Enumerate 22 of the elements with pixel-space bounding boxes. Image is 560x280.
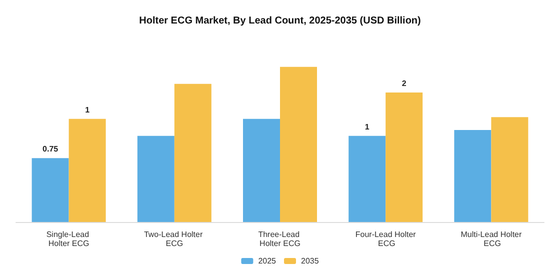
data-label: 1 [364,122,370,132]
chart-title: Holter ECG Market, By Lead Count, 2025-2035 (USD Billion) [139,16,421,26]
x-tick-label: Two-Lead Holter ECG [144,230,205,248]
legend-label: 2025 [258,256,277,266]
legend-label: 2035 [301,256,320,266]
bar [174,84,212,222]
x-tick-label: Single-Lead Holter ECG [46,230,92,248]
x-tick-label: Four-Lead Holter ECG [355,230,416,248]
bar [32,158,69,222]
bar [348,136,386,222]
data-label: 0.75 [42,144,59,154]
bar [491,117,528,222]
data-label: 1 [85,105,90,114]
bar [243,118,280,222]
x-tick-label: Three-Lead Holter ECG [258,230,302,248]
bar [68,118,106,222]
bar [386,92,423,222]
bar [454,130,492,222]
x-tick-label: Multi-Lead Holter ECG [460,230,522,248]
bar [280,66,317,222]
data-label: 2 [402,78,407,88]
bar [137,136,174,222]
